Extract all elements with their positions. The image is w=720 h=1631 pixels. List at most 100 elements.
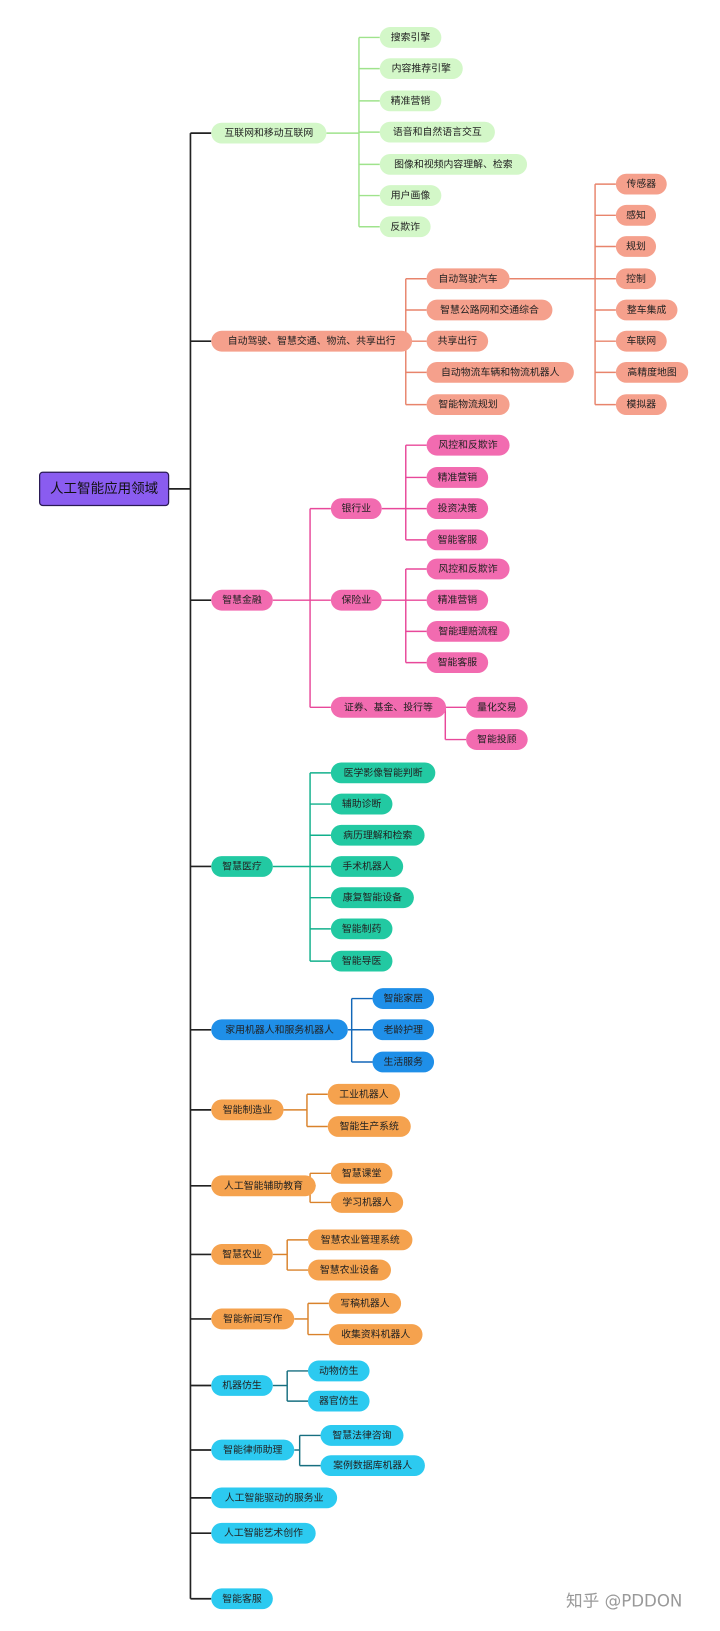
node-box xyxy=(211,1439,295,1461)
node-box xyxy=(211,1175,316,1197)
node-box xyxy=(426,268,510,290)
node-label: 银行业 xyxy=(341,502,371,515)
node-box xyxy=(379,27,442,48)
node-box xyxy=(211,1099,284,1121)
node-box xyxy=(330,762,436,784)
node-box xyxy=(426,652,489,673)
node-box xyxy=(426,558,510,580)
node-box xyxy=(211,330,413,352)
node-label: 辅助诊断 xyxy=(342,797,382,810)
node-label: 规划 xyxy=(626,240,646,253)
node-label: 智能新闻写作 xyxy=(223,1312,282,1325)
node-label: 收集资料机器人 xyxy=(341,1328,410,1341)
node-box xyxy=(330,918,393,940)
node-box xyxy=(211,589,273,611)
node-box xyxy=(426,361,574,383)
node-box xyxy=(379,90,442,112)
node-box xyxy=(426,589,489,611)
node-box xyxy=(426,330,489,352)
node-box xyxy=(327,1083,401,1105)
node-box xyxy=(211,856,273,877)
node-box xyxy=(211,1244,273,1265)
node-label: 感知 xyxy=(626,208,646,221)
node-box xyxy=(426,498,489,520)
node-label: 高精度地图 xyxy=(627,365,677,378)
node-label: 搜索引擎 xyxy=(391,30,431,43)
node-label: 语音和自然语言交互 xyxy=(393,125,482,138)
node-label: 投资决策 xyxy=(438,502,478,515)
node-label: 互联网和移动互联网 xyxy=(224,126,313,139)
node-label: 智能客服 xyxy=(438,533,478,546)
node-box xyxy=(372,1051,435,1073)
node-box xyxy=(327,1116,411,1137)
node-box xyxy=(615,394,667,416)
node-box xyxy=(615,330,667,352)
node-label: 智能家居 xyxy=(384,992,424,1005)
node-label: 智能制药 xyxy=(342,922,382,935)
node-box xyxy=(330,1162,393,1184)
connectors xyxy=(168,36,616,1600)
node-label: 案例数据库机器人 xyxy=(333,1459,412,1472)
node-label: 智慧法律咨询 xyxy=(332,1428,391,1441)
node-label: 量化交易 xyxy=(477,700,517,713)
node-box xyxy=(426,434,510,456)
node-label: 动物仿生 xyxy=(319,1364,359,1377)
node-box xyxy=(330,498,382,520)
root-box xyxy=(39,471,170,507)
node-label: 智能投顾 xyxy=(477,733,517,746)
node-box xyxy=(307,1390,370,1412)
node-box xyxy=(330,887,414,909)
node-box xyxy=(211,1588,273,1610)
node-box xyxy=(211,1487,338,1509)
node-label: 自动驾驶汽车 xyxy=(438,272,497,285)
node-label: 智慧农业设备 xyxy=(320,1263,379,1276)
node-label: 智能律师助理 xyxy=(223,1443,282,1456)
node-label: 生活服务 xyxy=(384,1055,424,1068)
node-label: 写稿机器人 xyxy=(340,1296,390,1309)
node-box xyxy=(330,793,393,815)
node-box xyxy=(615,361,689,383)
node-label: 智能客服 xyxy=(222,1592,262,1605)
node-box xyxy=(211,1308,295,1330)
node-label: 智慧农业管理系统 xyxy=(321,1233,400,1246)
node-label: 共享出行 xyxy=(438,334,478,347)
node-box xyxy=(615,236,657,257)
node-box xyxy=(330,824,425,846)
node-box xyxy=(328,1292,402,1314)
node-label: 家用机器人和服务机器人 xyxy=(225,1023,334,1036)
node-label: 智慧医疗 xyxy=(222,859,262,872)
node-box xyxy=(426,467,489,488)
node-label: 工业机器人 xyxy=(339,1087,389,1100)
node-label: 传感器 xyxy=(626,177,656,190)
node-box xyxy=(330,696,447,718)
node-label: 整车集成 xyxy=(627,303,667,316)
node-label: 自动驾驶、智慧交通、物流、共享出行 xyxy=(228,334,396,347)
node-label: 反欺诈 xyxy=(390,220,420,233)
nodes: 人工智能应用领域互联网和移动互联网搜索引擎内容推荐引擎精准营销语音和自然语言交互… xyxy=(39,27,689,1610)
node-label: 精准营销 xyxy=(391,94,431,107)
node-box xyxy=(330,1192,404,1213)
node-box xyxy=(307,1259,391,1281)
node-box xyxy=(615,204,657,226)
node-label: 智慧农业 xyxy=(222,1247,262,1260)
node-label: 学习机器人 xyxy=(342,1195,392,1208)
node-label: 智能物流规划 xyxy=(438,398,497,411)
node-box xyxy=(211,1019,348,1041)
node-box xyxy=(426,620,510,642)
node-box xyxy=(379,121,495,143)
node-box xyxy=(372,988,435,1009)
node-box xyxy=(466,696,528,718)
node-label: 模拟器 xyxy=(626,398,656,411)
node-label: 精准营销 xyxy=(438,470,478,483)
node-label: 康复智能设备 xyxy=(343,891,402,904)
node-label: 机器仿生 xyxy=(222,1379,262,1392)
node-label: 老龄护理 xyxy=(384,1023,424,1036)
node-label: 保险业 xyxy=(341,593,371,606)
node-label: 器官仿生 xyxy=(319,1394,359,1407)
node-box xyxy=(379,58,463,80)
node-box xyxy=(379,185,442,206)
node-label: 风控和反欺诈 xyxy=(438,562,497,575)
node-label: 智能导医 xyxy=(342,954,382,967)
